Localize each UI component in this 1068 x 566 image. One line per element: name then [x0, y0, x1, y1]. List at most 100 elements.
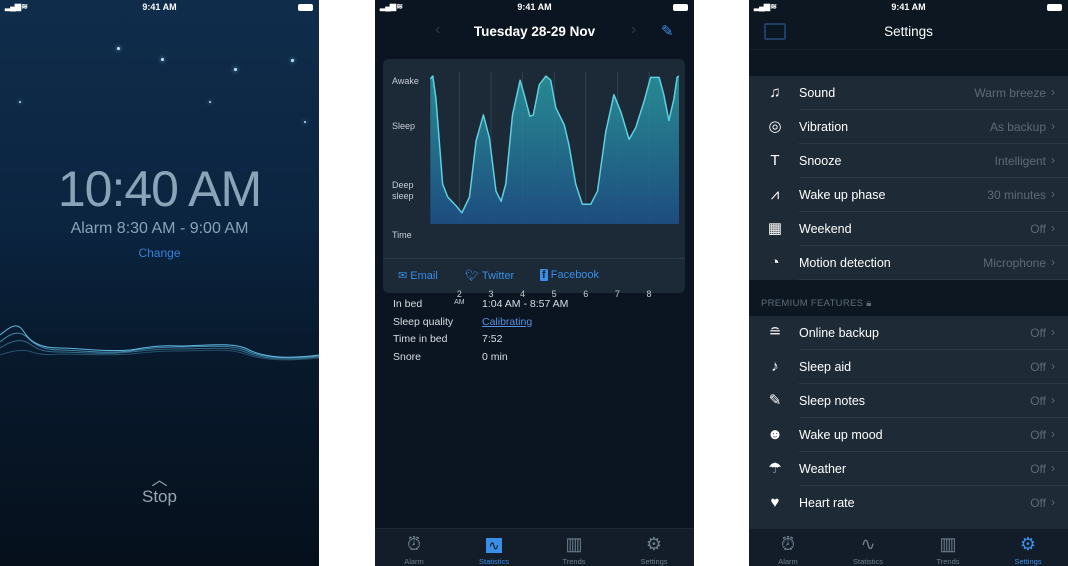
- chevron-right-icon: ›: [1051, 461, 1055, 475]
- detail-label: Snore: [393, 350, 422, 363]
- alarm-screen: ▂▄▆ ≋ 9:41 AM 10:40 AM Alarm 8:30 AM - 9…: [0, 0, 319, 566]
- detail-label: Time in bed: [393, 333, 448, 345]
- sleep-graph: [430, 72, 679, 224]
- chevron-right-icon: ›: [1051, 119, 1055, 133]
- statistics-icon: ∿: [860, 534, 876, 554]
- calendar-icon: ▦: [767, 220, 783, 237]
- tab-statistics[interactable]: ∿ Statistics: [464, 531, 524, 566]
- sleep-wave: [0, 325, 319, 361]
- statistics-screen: ▂▄▆ ≋ 9:41 AM ‹ Tuesday 28-29 Nov › ✎ Aw…: [375, 0, 694, 566]
- x-tick-label: 3: [488, 289, 494, 299]
- row-value: As backup: [989, 120, 1046, 134]
- sleep-quality-link[interactable]: Calibrating: [482, 315, 533, 328]
- row-value: Off: [1030, 394, 1046, 408]
- ylabel-sleep: Sleep: [392, 121, 416, 131]
- twitter-label: Twitter: [481, 270, 515, 282]
- row-label: Online backup: [799, 326, 879, 340]
- tab-trends[interactable]: ▥ Trends: [544, 531, 604, 566]
- settings-row-partial: [749, 518, 1068, 528]
- row-value: Intelligent: [994, 154, 1046, 168]
- alarm-clock-icon: ⏰︎: [406, 534, 422, 554]
- status-bar: ▂▄▆ ≋ 9:41 AM: [749, 0, 1068, 14]
- detail-value: 0 min: [482, 350, 508, 363]
- settings-row-sleep-aid[interactable]: ♪ Sleep aid Off ›: [749, 350, 1068, 384]
- tab-settings[interactable]: ⚙ Settings: [998, 531, 1058, 566]
- chevron-right-icon[interactable]: ›: [631, 21, 637, 38]
- tab-settings[interactable]: ⚙ Settings: [624, 531, 684, 566]
- radar-icon: ◔: [770, 254, 780, 271]
- settings-row-weekend[interactable]: ▦ Weekend Off ›: [749, 212, 1068, 246]
- x-tick-label: 6: [583, 289, 589, 299]
- battery-icon: [1047, 4, 1062, 11]
- row-value: 30 minutes: [987, 188, 1046, 202]
- row-label: Wake up phase: [799, 188, 886, 202]
- tab-label: Trends: [936, 557, 960, 566]
- premium-header-label: PREMIUM FEATURES: [761, 298, 864, 309]
- detail-value: 1:04 AM - 8:57 AM: [482, 298, 569, 310]
- stop-button[interactable]: Stop: [142, 487, 177, 506]
- facebook-icon: f: [540, 269, 548, 281]
- current-time: 10:40 AM: [57, 161, 262, 217]
- tab-alarm[interactable]: ⏰︎ Alarm: [758, 531, 818, 566]
- row-label: Motion detection: [799, 256, 891, 270]
- settings-row-wake-up-mood[interactable]: ☻ Wake up mood Off ›: [749, 418, 1068, 452]
- signal-wifi-icon: ▂▄▆ ≋: [380, 2, 403, 11]
- detail-label: Sleep quality: [393, 315, 454, 328]
- umbrella-icon: ☂: [768, 460, 782, 477]
- settings-row-wake-up-phase[interactable]: ⩘ Wake up phase 30 minutes ›: [749, 178, 1068, 212]
- status-time: 9:41 AM: [517, 2, 552, 12]
- alarm-window: Alarm 8:30 AM - 9:00 AM: [70, 220, 249, 237]
- heart-icon: ♥: [770, 494, 780, 511]
- trends-icon: ▥: [939, 534, 957, 554]
- chevron-up-icon: ︿: [151, 472, 168, 489]
- settings-row-sound[interactable]: ♫ Sound Warm breeze ›: [749, 76, 1068, 110]
- snooze-icon: T: [770, 152, 780, 169]
- settings-row-heart-rate[interactable]: ♥ Heart rate Off ›: [749, 486, 1068, 520]
- statistics-icon: ∿: [464, 531, 524, 557]
- row-label: Wake up mood: [799, 428, 883, 442]
- tab-trends[interactable]: ▥ Trends: [918, 531, 978, 566]
- tab-label: Alarm: [404, 557, 424, 566]
- twitter-icon: 🐦︎: [465, 270, 479, 282]
- row-value: Off: [1030, 462, 1046, 476]
- email-share-button[interactable]: ✉ Email: [398, 269, 438, 282]
- row-label: Snooze: [799, 154, 842, 168]
- sleep-area: [430, 76, 679, 224]
- settings-row-snooze[interactable]: T Snooze Intelligent ›: [749, 144, 1068, 178]
- row-value: Off: [1030, 496, 1046, 510]
- tab-label: Trends: [562, 557, 586, 566]
- twitter-share-button[interactable]: 🐦︎ Twitter: [465, 269, 514, 282]
- gear-icon: ⚙: [1019, 534, 1037, 554]
- settings-row-weather[interactable]: ☂ Weather Off ›: [749, 452, 1068, 486]
- smiley-icon: ☻: [767, 426, 783, 443]
- signal-wifi-icon: ▂▄▆ ≋: [754, 2, 777, 11]
- change-button[interactable]: Change: [138, 246, 181, 260]
- chevron-left-icon[interactable]: ‹: [435, 21, 441, 38]
- settings-row-sleep-notes[interactable]: ✎ Sleep notes Off ›: [749, 384, 1068, 418]
- status-bar: ▂▄▆ ≋ 9:41 AM: [375, 0, 694, 14]
- settings-row-online-backup[interactable]: ≘ Online backup Off ›: [749, 316, 1068, 350]
- chevron-right-icon: ›: [1051, 393, 1055, 407]
- settings-screen: ▂▄▆ ≋ 9:41 AM Settings ♫ Sound Warm breeze…: [749, 0, 1068, 566]
- row-value: Off: [1030, 428, 1046, 442]
- premium-features-header: PREMIUM FEATURES 🔒︎: [761, 298, 872, 309]
- music-note-icon: ♪: [771, 358, 779, 375]
- vibration-icon: ◎: [768, 118, 782, 135]
- wifi-lock-icon: ≘: [768, 324, 782, 341]
- page-title: Settings: [884, 24, 933, 39]
- pencil-icon[interactable]: ✎: [661, 23, 674, 40]
- settings-row-vibration[interactable]: ◎ Vibration As backup ›: [749, 110, 1068, 144]
- x-tick-label: 2 AM: [454, 289, 465, 306]
- alarm-clock-icon: ⏰︎: [780, 534, 796, 554]
- pencil-icon: ✎: [768, 392, 782, 409]
- settings-row-motion-detection[interactable]: ◔ Motion detection Microphone ›: [749, 246, 1068, 280]
- news-icon[interactable]: [764, 23, 786, 40]
- tab-alarm[interactable]: ⏰︎ Alarm: [384, 531, 444, 566]
- chevron-right-icon: ›: [1051, 187, 1055, 201]
- tab-statistics[interactable]: ∿ Statistics: [838, 531, 898, 566]
- lock-icon: 🔒︎: [866, 298, 872, 309]
- chevron-right-icon: ›: [1051, 325, 1055, 339]
- row-value: Warm breeze: [974, 86, 1046, 100]
- facebook-share-button[interactable]: f Facebook: [540, 269, 599, 281]
- row-label: Sleep aid: [799, 360, 852, 374]
